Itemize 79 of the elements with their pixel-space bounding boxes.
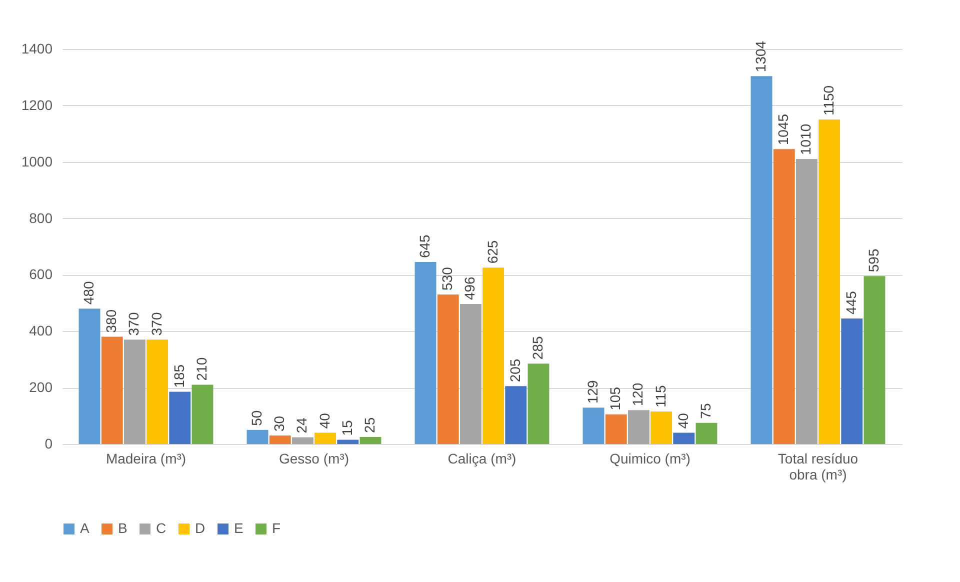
bar <box>314 432 336 444</box>
bar <box>169 392 191 444</box>
bar <box>482 268 504 444</box>
bar <box>505 386 527 444</box>
bar <box>650 412 672 444</box>
y-tick-label: 200 <box>29 379 53 396</box>
bar <box>101 336 123 444</box>
data-label: 120 <box>630 382 646 406</box>
data-label: 1045 <box>775 114 792 146</box>
bar <box>796 159 818 444</box>
bar <box>437 294 459 444</box>
y-tick-label: 1400 <box>21 40 53 56</box>
data-label: 445 <box>842 290 859 314</box>
data-label: 1304 <box>752 40 769 72</box>
data-label: 185 <box>170 364 187 388</box>
bar <box>78 308 100 444</box>
bar <box>269 436 291 444</box>
bar <box>292 437 314 444</box>
y-tick-label: 1000 <box>21 153 53 170</box>
bar <box>696 422 718 444</box>
x-tick-label: Total resíduo obra (m³) <box>778 450 858 482</box>
data-label: 380 <box>103 309 120 333</box>
x-tick-label: Madeira (m³) <box>106 450 186 466</box>
bar <box>773 149 795 444</box>
bar <box>841 318 863 444</box>
data-label: 496 <box>462 276 478 300</box>
data-label: 40 <box>316 412 332 429</box>
data-label: 30 <box>271 416 288 432</box>
x-tick-label: Gesso (m³) <box>279 450 349 466</box>
bar <box>673 432 695 444</box>
bar <box>414 262 436 444</box>
data-label: 129 <box>584 380 601 404</box>
y-tick-label: 1200 <box>21 96 53 113</box>
data-label: 595 <box>865 248 882 272</box>
data-label: 24 <box>294 417 310 434</box>
bar <box>528 364 550 444</box>
bar <box>628 410 650 444</box>
data-label: 105 <box>607 386 624 410</box>
data-label: 645 <box>416 234 433 258</box>
data-label: 25 <box>361 417 378 433</box>
bar <box>360 436 382 444</box>
data-label: 285 <box>529 336 546 360</box>
y-tick-label: 600 <box>29 266 53 282</box>
bar <box>605 414 627 444</box>
bar <box>460 304 482 444</box>
y-tick-label: 800 <box>29 210 53 226</box>
data-label: 205 <box>506 358 523 382</box>
y-tick-label: 400 <box>29 322 53 339</box>
data-label: 480 <box>80 281 97 305</box>
bar <box>818 120 840 444</box>
bar <box>864 276 886 444</box>
bar <box>750 76 772 444</box>
data-label: 15 <box>338 420 355 436</box>
bar <box>337 440 359 444</box>
legend-label: E <box>234 520 244 536</box>
y-tick-label: 0 <box>44 436 53 452</box>
data-label: 530 <box>439 266 456 290</box>
bar <box>146 340 168 444</box>
x-tick-label: Caliça (m³) <box>448 450 516 466</box>
legend-label: A <box>80 520 90 536</box>
legend-label: D <box>195 520 206 536</box>
data-label: 50 <box>248 410 265 426</box>
legend-label: F <box>272 520 281 536</box>
data-label: 1150 <box>820 85 836 116</box>
data-label: 75 <box>697 403 714 419</box>
data-label: 625 <box>484 240 500 264</box>
bar <box>192 384 214 444</box>
bar <box>246 430 268 444</box>
x-tick-label: Quimico (m³) <box>610 450 690 466</box>
data-label: 370 <box>148 312 164 336</box>
data-label: 1010 <box>798 124 814 156</box>
legend-label: B <box>118 520 128 536</box>
data-label: 370 <box>126 312 142 336</box>
data-label: 210 <box>193 357 210 381</box>
legend-label: C <box>156 520 166 536</box>
data-label: 115 <box>652 385 668 408</box>
bar <box>124 340 146 444</box>
data-label: 40 <box>674 412 691 429</box>
bar <box>582 408 604 444</box>
